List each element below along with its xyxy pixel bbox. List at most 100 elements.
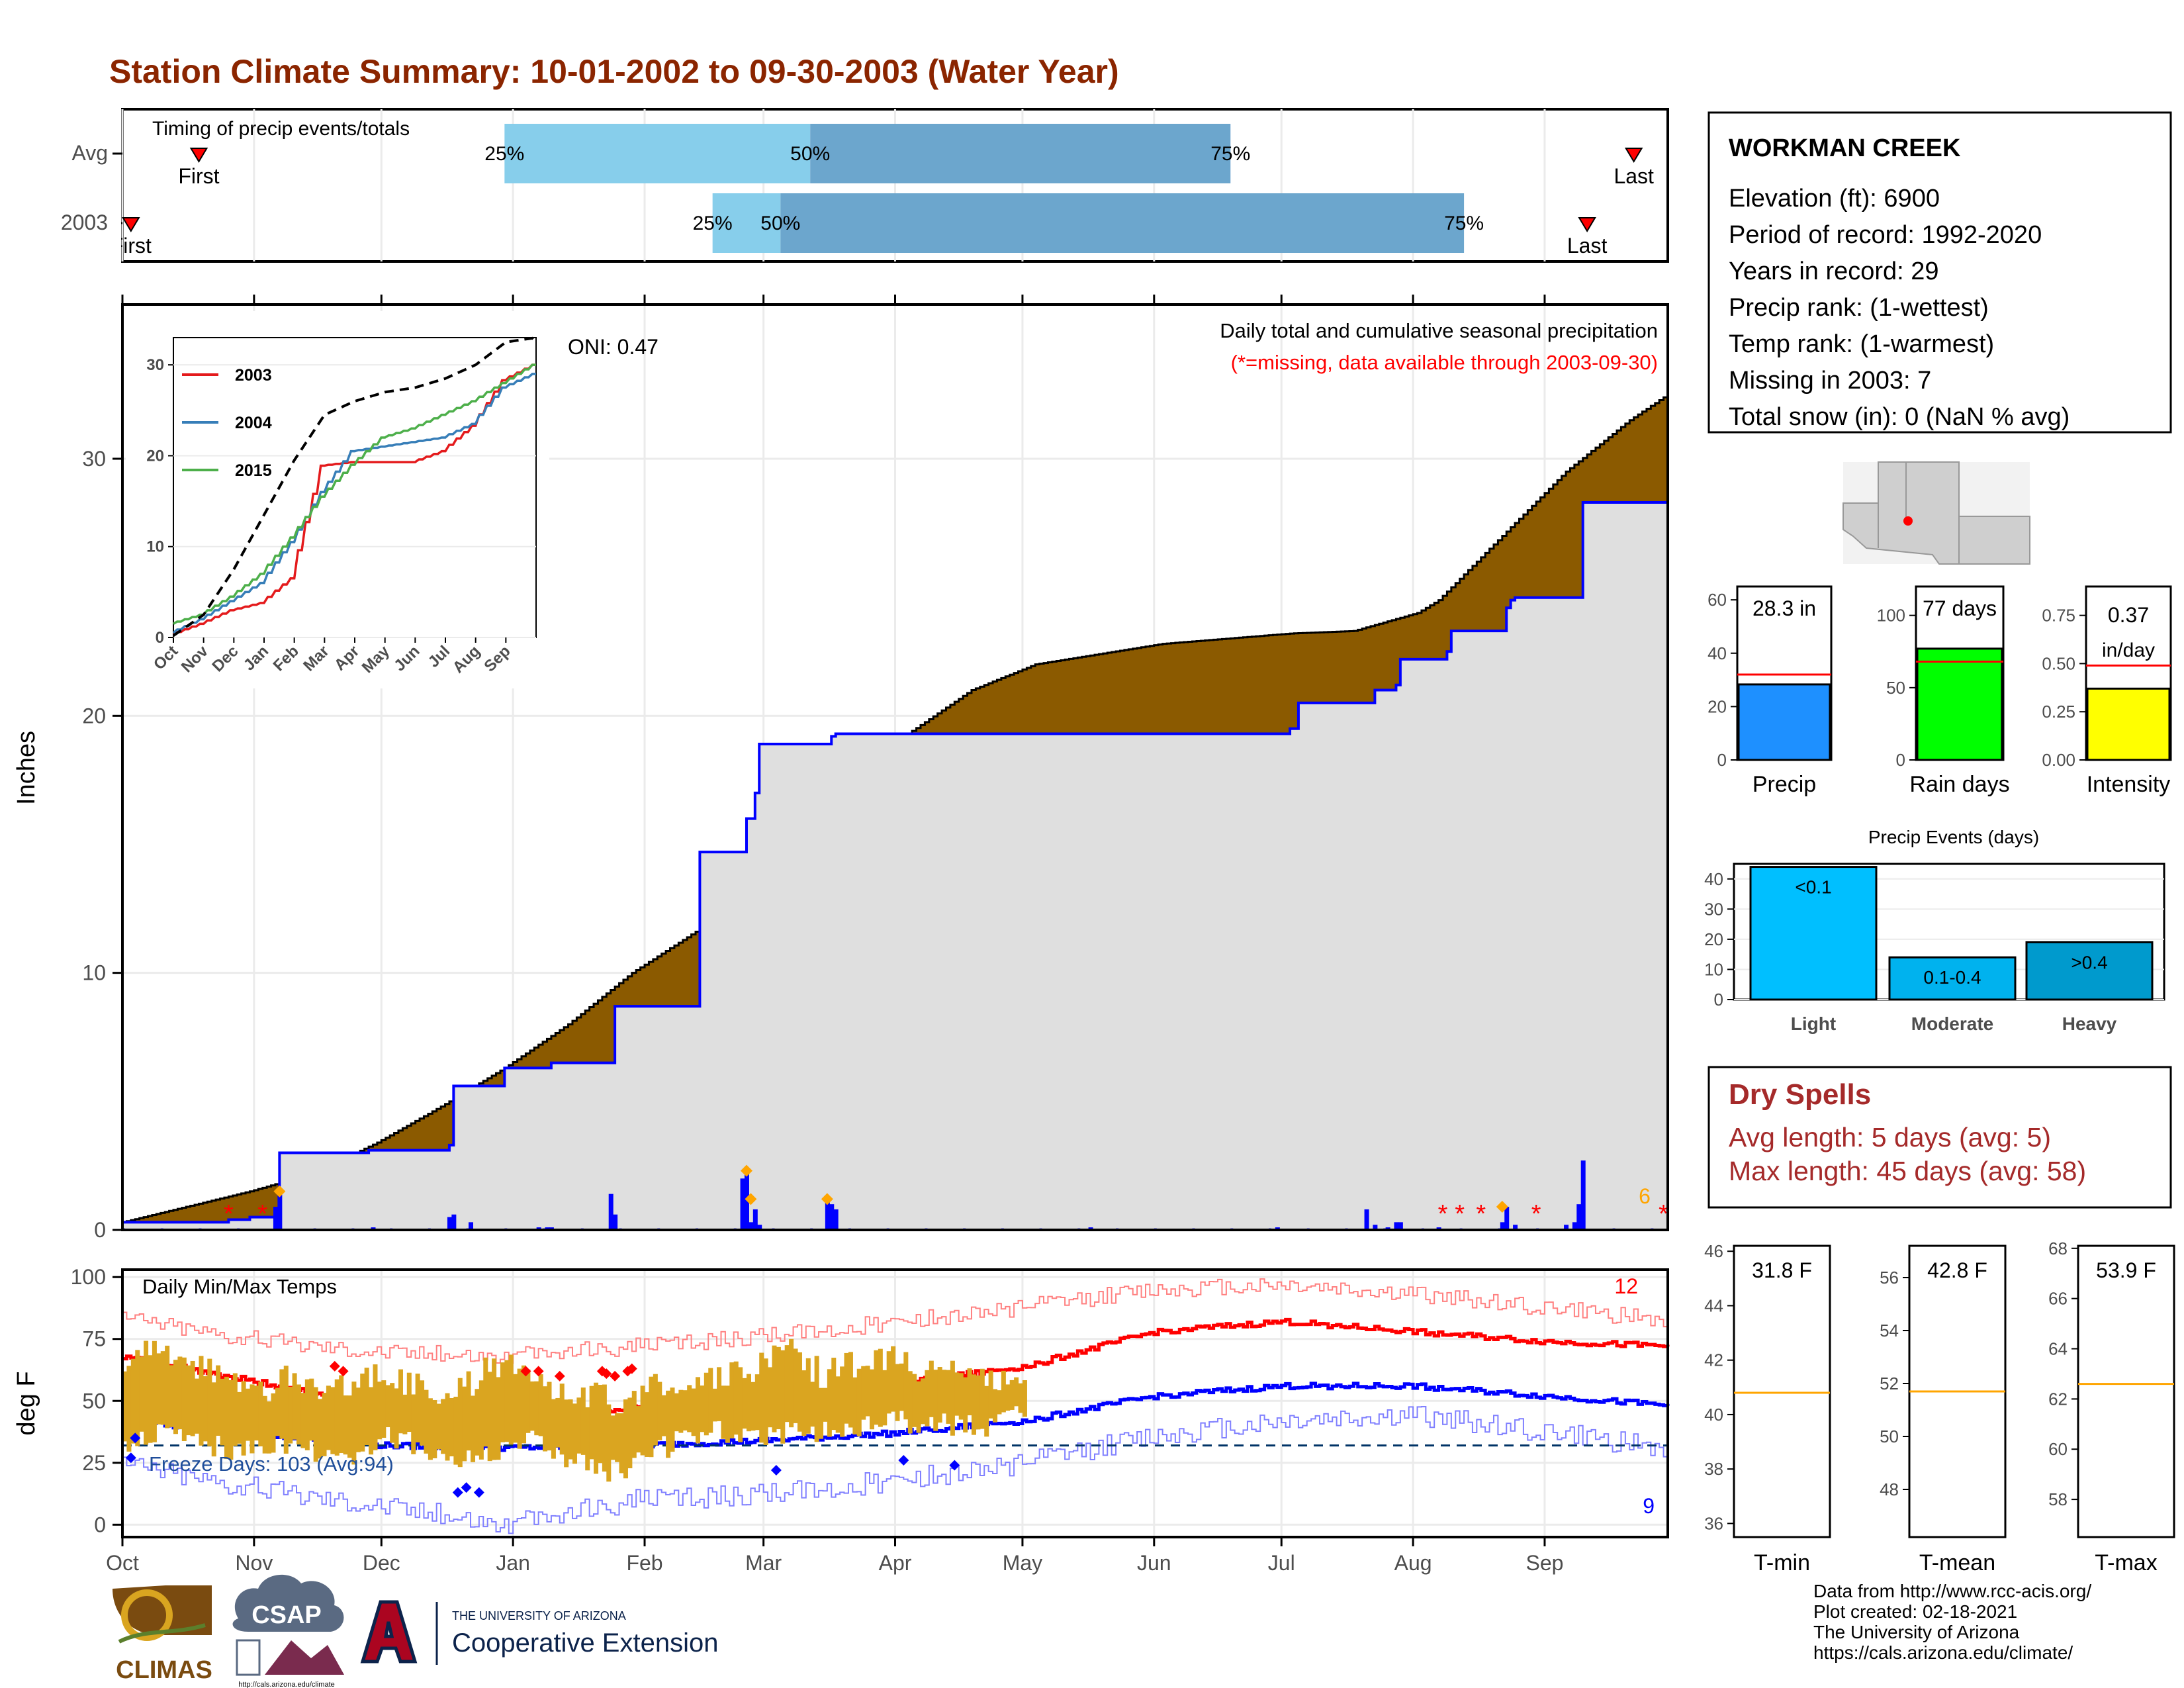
precip-events-panel: Precip Events (days) 0 10 20 30 40 <0.1 Light 0.… <box>1704 827 2165 1034</box>
observed-temp-bar <box>979 1368 985 1429</box>
temp-box-ytick-label: 40 <box>1704 1405 1723 1425</box>
summary-category-label: Precip <box>1752 772 1816 797</box>
observed-temp-bar <box>696 1377 701 1444</box>
observed-temp-bar <box>228 1380 234 1460</box>
missing-marker: * <box>1531 1200 1541 1228</box>
observed-temp-bar <box>721 1385 726 1439</box>
observed-temp-bar <box>700 1385 705 1432</box>
observed-temp-bar <box>496 1377 501 1460</box>
observed-temp-bar <box>186 1365 191 1436</box>
observed-temp-bar <box>271 1393 276 1453</box>
temp-box-ytick-label: 60 <box>2048 1439 2068 1459</box>
daily-precip-bar <box>752 1209 758 1230</box>
observed-temp-bar <box>478 1380 484 1460</box>
record-high-marker <box>610 1370 621 1382</box>
summary-value-unit: in/day <box>2102 639 2155 661</box>
observed-temp-bar <box>300 1393 306 1448</box>
summary-category-label: Rain days <box>1909 772 2009 797</box>
observed-temp-bar <box>304 1379 310 1450</box>
station-info-line: Total snow (in): 0 (NaN % avg) <box>1729 403 2070 431</box>
observed-temp-bar <box>313 1387 318 1462</box>
observed-temp-bar <box>942 1370 947 1414</box>
observed-temp-bar <box>878 1348 883 1427</box>
climas-logo-text: CLIMAS <box>116 1656 212 1684</box>
observed-temp-bar <box>385 1385 390 1428</box>
observed-temp-bar <box>525 1369 531 1433</box>
observed-temp-bar <box>793 1348 798 1423</box>
observed-temp-bar <box>615 1413 620 1462</box>
observed-temp-bar <box>768 1367 773 1428</box>
missing-marker: * <box>1438 1200 1448 1228</box>
station-info-line: Elevation (ft): 6900 <box>1729 185 1940 212</box>
record-max-line <box>122 1278 1668 1364</box>
observed-temp-bar <box>568 1399 573 1460</box>
daily-precip-bar <box>1572 1222 1577 1230</box>
observed-temp-bar <box>449 1397 454 1457</box>
locator-map <box>1843 461 2030 565</box>
dry-spells-avg: Avg length: 5 days (avg: 5) <box>1729 1122 2051 1152</box>
observed-temp-bar <box>237 1391 242 1444</box>
observed-temp-bar <box>122 1371 128 1442</box>
observed-temp-bar <box>852 1377 858 1434</box>
inset-ytick-label: 10 <box>146 538 164 556</box>
events-category-label: Moderate <box>1911 1013 1993 1034</box>
observed-temp-bar <box>318 1399 323 1459</box>
observed-temp-bar <box>466 1371 471 1451</box>
observed-temp-bar <box>508 1354 514 1445</box>
observed-temp-bar <box>870 1369 875 1430</box>
observed-temp-bar <box>513 1374 518 1443</box>
observed-temp-bar <box>937 1367 942 1423</box>
inset-legend-label: 2004 <box>235 414 272 432</box>
daily-precip-bar <box>447 1217 452 1230</box>
temp-box-ytick-label: 36 <box>1704 1513 1723 1533</box>
inset-line-2004 <box>172 373 536 634</box>
temp-box-frame <box>2077 1244 2175 1538</box>
record-high-marker <box>626 1363 637 1374</box>
timing-marker-label: Last <box>1567 234 1608 258</box>
observed-temp-bar <box>576 1397 582 1454</box>
observed-temp-bar <box>555 1397 561 1448</box>
observed-temp-bar <box>805 1358 811 1434</box>
daily-precip-bar <box>273 1207 278 1230</box>
observed-temp-bar <box>475 1389 480 1456</box>
observed-temp-bar <box>772 1345 777 1432</box>
temp-box-ytick-label: 64 <box>2048 1339 2068 1359</box>
summary-category-label: Intensity <box>2087 772 2171 797</box>
observed-temp-bar <box>827 1369 832 1437</box>
daily-precip-bar <box>1504 1207 1510 1230</box>
temp-box-ytick-label: 38 <box>1704 1459 1723 1479</box>
observed-temp-bar <box>551 1399 556 1459</box>
temp-box-ytick-label: 56 <box>1880 1268 1899 1288</box>
temp-xtick-label: Apr <box>879 1551 912 1575</box>
csap-logo-text: CSAP <box>251 1601 322 1629</box>
observed-temp-bar <box>232 1373 238 1446</box>
missing-marker: * <box>1659 1200 1668 1228</box>
temp-box-ytick-label: 52 <box>1880 1374 1899 1393</box>
observed-temp-bar <box>988 1370 993 1419</box>
observed-temp-bar <box>415 1374 420 1442</box>
observed-temp-bar <box>763 1358 768 1445</box>
observed-temp-bar <box>687 1385 692 1432</box>
observed-temp-bar <box>207 1358 212 1446</box>
missing-count: 6 <box>1639 1184 1651 1208</box>
missing-marker: * <box>257 1200 267 1228</box>
inset-ytick-label: 0 <box>156 629 164 647</box>
dry-spells-frame <box>1707 1066 2172 1209</box>
timing-marker <box>189 148 208 163</box>
record-low-marker <box>949 1460 960 1471</box>
missing-marker: * <box>224 1200 234 1228</box>
observed-temp-bar <box>402 1394 408 1434</box>
observed-temp-bar <box>322 1393 327 1456</box>
ua-logo-a <box>360 1600 418 1664</box>
summary-value-bar <box>1737 683 1831 761</box>
observed-temp-bar <box>220 1378 225 1446</box>
summary-ytick-label: 20 <box>1707 696 1727 716</box>
inset-ytick-label: 20 <box>146 447 164 465</box>
observed-temp-bar <box>436 1403 441 1450</box>
daily-precip-bar <box>608 1194 614 1230</box>
observed-temp-bar <box>334 1379 340 1456</box>
temp-xtick-label: Nov <box>235 1551 273 1575</box>
timing-pct-label: 50% <box>790 143 830 165</box>
summary-ytick-label: 50 <box>1886 678 1905 698</box>
timing-marker <box>1578 217 1596 232</box>
